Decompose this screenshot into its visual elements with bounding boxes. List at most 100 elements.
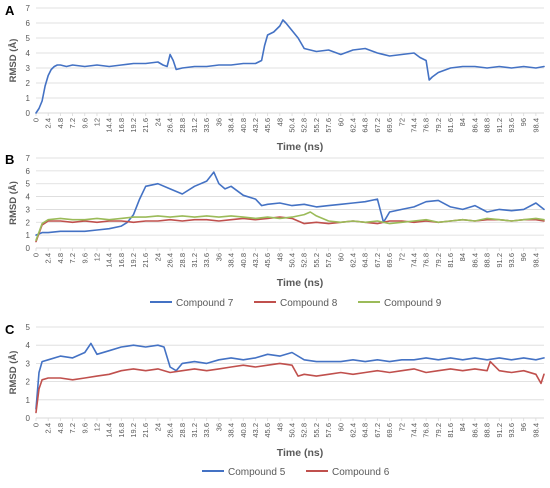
x-tick-label: 40.8	[239, 118, 248, 133]
x-axis-title: Time (ns)	[277, 141, 323, 153]
x-tick-label: 16.8	[117, 423, 126, 438]
x-tick-label: 26.4	[166, 423, 175, 438]
x-tick-label: 40.8	[239, 423, 248, 438]
x-tick-label: 4.8	[56, 118, 65, 128]
x-tick-label: 9.6	[80, 118, 89, 128]
x-tick-label: 79.2	[434, 253, 443, 268]
y-axis-title: RMSD (Å)	[8, 351, 19, 395]
x-tick-label: 74.4	[409, 423, 418, 438]
y-tick-label: 4	[26, 193, 31, 202]
x-tick-label: 31.2	[190, 253, 199, 268]
y-tick-label: 5	[26, 323, 31, 332]
x-tick-label: 4.8	[56, 423, 65, 433]
x-tick-label: 12	[92, 253, 101, 261]
x-tick-label: 45.6	[263, 118, 272, 133]
y-tick-label: 1	[26, 231, 31, 240]
x-tick-label: 60	[336, 253, 345, 261]
x-tick-label: 21.6	[141, 253, 150, 268]
x-tick-label: 36	[214, 253, 223, 261]
x-tick-label: 31.2	[190, 118, 199, 133]
x-tick-label: 57.6	[324, 253, 333, 268]
x-tick-label: 72	[397, 118, 406, 126]
x-tick-label: 88.8	[483, 423, 492, 438]
legend-label: Compound 6	[332, 467, 390, 478]
x-tick-label: 52.8	[300, 253, 309, 268]
x-tick-label: 57.6	[324, 118, 333, 133]
y-tick-label: 7	[26, 154, 31, 163]
x-tick-label: 48	[275, 118, 284, 126]
x-tick-label: 52.8	[300, 423, 309, 438]
x-tick-label: 7.2	[68, 423, 77, 433]
x-tick-label: 62.4	[348, 423, 357, 438]
legend-label: Compound 9	[384, 298, 442, 309]
x-tick-label: 84	[458, 423, 467, 431]
x-tick-label: 67.2	[373, 253, 382, 268]
x-tick-label: 40.8	[239, 253, 248, 268]
x-tick-label: 12	[92, 118, 101, 126]
x-tick-label: 33.6	[202, 118, 211, 133]
x-tick-label: 19.2	[129, 118, 138, 133]
y-tick-label: 1	[26, 396, 31, 405]
x-tick-label: 2.4	[44, 253, 53, 263]
x-tick-label: 28.8	[178, 118, 187, 133]
x-tick-label: 45.6	[263, 423, 272, 438]
x-tick-label: 43.2	[251, 118, 260, 133]
x-tick-label: 88.8	[483, 253, 492, 268]
x-tick-label: 38.4	[227, 423, 236, 438]
x-tick-label: 45.6	[263, 253, 272, 268]
x-axis-title: Time (ns)	[277, 447, 323, 459]
x-tick-label: 24	[153, 118, 162, 126]
x-tick-label: 98.4	[531, 423, 540, 438]
x-tick-label: 96	[519, 253, 528, 261]
x-tick-label: 88.8	[483, 118, 492, 133]
x-tick-label: 55.2	[312, 253, 321, 268]
x-tick-label: 26.4	[166, 118, 175, 133]
x-tick-label: 0	[32, 423, 41, 427]
x-tick-label: 43.2	[251, 253, 260, 268]
series-line-compound-5	[35, 342, 545, 410]
legend-label: Compound 5	[228, 467, 286, 478]
x-tick-label: 28.8	[178, 253, 187, 268]
x-tick-label: 60	[336, 118, 345, 126]
x-tick-label: 28.8	[178, 423, 187, 438]
x-tick-label: 19.2	[129, 423, 138, 438]
x-tick-label: 96	[519, 423, 528, 431]
y-tick-label: 0	[26, 414, 31, 423]
x-tick-label: 79.2	[434, 423, 443, 438]
panel-letter-b: B	[5, 152, 15, 167]
x-tick-label: 69.6	[385, 423, 394, 438]
x-tick-label: 67.2	[373, 118, 382, 133]
x-tick-label: 24	[153, 253, 162, 261]
x-tick-label: 98.4	[531, 253, 540, 268]
x-tick-label: 98.4	[531, 118, 540, 133]
x-tick-label: 81.6	[446, 253, 455, 268]
x-tick-label: 84	[458, 118, 467, 126]
x-tick-label: 60	[336, 423, 345, 431]
x-tick-label: 91.2	[495, 423, 504, 438]
x-tick-label: 38.4	[227, 118, 236, 133]
x-tick-label: 21.6	[141, 423, 150, 438]
x-tick-label: 2.4	[44, 423, 53, 433]
x-tick-label: 50.4	[288, 253, 297, 268]
x-tick-label: 64.8	[361, 118, 370, 133]
x-tick-label: 93.6	[507, 118, 516, 133]
x-tick-label: 81.6	[446, 118, 455, 133]
y-tick-label: 5	[26, 180, 31, 189]
x-tick-label: 50.4	[288, 118, 297, 133]
x-tick-label: 48	[275, 253, 284, 261]
x-tick-label: 43.2	[251, 423, 260, 438]
series-line-compound-9	[35, 211, 545, 242]
y-axis-title: RMSD (Å)	[8, 181, 19, 225]
x-tick-label: 64.8	[361, 423, 370, 438]
x-tick-label: 79.2	[434, 118, 443, 133]
x-tick-label: 62.4	[348, 253, 357, 268]
x-tick-label: 72	[397, 253, 406, 261]
x-tick-label: 67.2	[373, 423, 382, 438]
x-tick-label: 76.8	[422, 118, 431, 133]
x-tick-label: 76.8	[422, 253, 431, 268]
y-tick-label: 4	[26, 341, 31, 350]
y-tick-label: 5	[26, 34, 31, 43]
x-tick-label: 76.8	[422, 423, 431, 438]
x-tick-label: 86.4	[470, 423, 479, 438]
x-axis-title: Time (ns)	[277, 277, 323, 289]
